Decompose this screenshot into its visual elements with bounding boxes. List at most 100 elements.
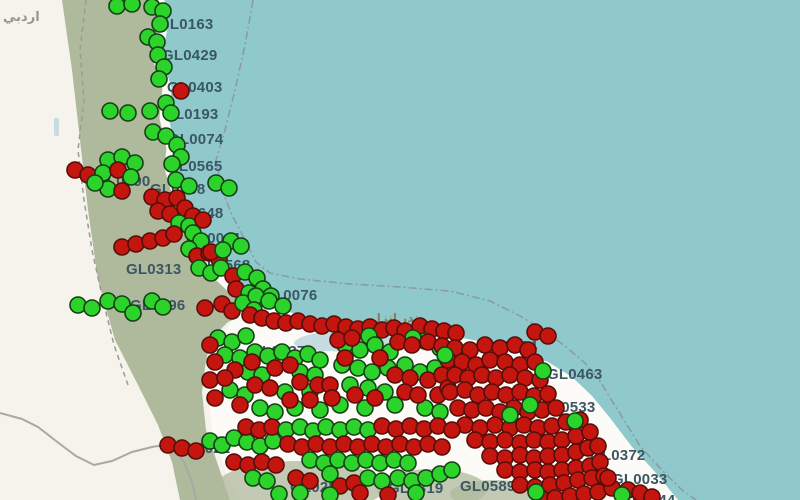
station-marker[interactable] <box>589 437 607 455</box>
station-marker[interactable] <box>270 485 288 500</box>
station-marker[interactable] <box>162 104 180 122</box>
station-marker[interactable] <box>363 363 381 381</box>
station-marker[interactable] <box>266 403 284 421</box>
station-marker[interactable] <box>403 336 421 354</box>
station-marker[interactable] <box>441 383 459 401</box>
station-marker[interactable] <box>539 385 557 403</box>
station-marker[interactable] <box>527 483 545 500</box>
station-marker[interactable] <box>323 389 341 407</box>
station-marker[interactable] <box>501 366 519 384</box>
station-marker[interactable] <box>154 298 172 316</box>
station-marker[interactable] <box>108 0 126 15</box>
station-marker[interactable] <box>231 396 249 414</box>
station-marker[interactable] <box>351 484 369 500</box>
station-marker[interactable] <box>566 412 584 430</box>
station-marker[interactable] <box>291 484 309 500</box>
station-marker[interactable] <box>251 399 269 417</box>
station-marker[interactable] <box>281 356 299 374</box>
station-marker[interactable] <box>214 241 232 259</box>
station-marker[interactable] <box>246 376 264 394</box>
station-marker[interactable] <box>346 386 364 404</box>
station-marker[interactable] <box>165 225 183 243</box>
station-marker[interactable] <box>274 297 292 315</box>
river-line <box>0 412 197 500</box>
station-marker[interactable] <box>336 349 354 367</box>
station-marker[interactable] <box>433 438 451 456</box>
station-marker[interactable] <box>371 349 389 367</box>
station-marker[interactable] <box>232 237 250 255</box>
station-marker[interactable] <box>291 373 309 391</box>
station-marker[interactable] <box>101 102 119 120</box>
station-marker[interactable] <box>407 484 425 500</box>
station-marker[interactable] <box>206 389 224 407</box>
station-marker[interactable] <box>539 327 557 345</box>
station-marker[interactable] <box>194 211 212 229</box>
station-marker[interactable] <box>546 489 564 500</box>
station-marker[interactable] <box>496 431 514 449</box>
station-marker[interactable] <box>163 155 181 173</box>
station-marker[interactable] <box>343 329 361 347</box>
station-marker[interactable] <box>301 391 319 409</box>
station-marker[interactable] <box>447 324 465 342</box>
station-marker[interactable] <box>436 346 454 364</box>
station-marker[interactable] <box>119 104 137 122</box>
station-marker[interactable] <box>258 472 276 490</box>
station-marker[interactable] <box>476 336 494 354</box>
station-marker[interactable] <box>379 486 397 500</box>
station-marker[interactable] <box>113 182 131 200</box>
station-marker[interactable] <box>141 102 159 120</box>
station-marker[interactable] <box>206 353 224 371</box>
station-marker[interactable] <box>534 362 552 380</box>
station-marker[interactable] <box>496 461 514 479</box>
station-marker[interactable] <box>281 391 299 409</box>
station-marker[interactable] <box>124 304 142 322</box>
station-marker[interactable] <box>172 82 190 100</box>
station-marker[interactable] <box>409 386 427 404</box>
station-marker[interactable] <box>187 442 205 460</box>
station-marker[interactable] <box>613 486 631 500</box>
station-marker[interactable] <box>481 351 499 369</box>
station-marker[interactable] <box>501 406 519 424</box>
station-marker[interactable] <box>321 486 339 500</box>
station-marker[interactable] <box>237 327 255 345</box>
station-marker[interactable] <box>386 366 404 384</box>
province-label: اردبي <box>3 9 40 24</box>
station-marker[interactable] <box>511 476 529 494</box>
station-marker[interactable] <box>547 399 565 417</box>
station-marker[interactable] <box>83 299 101 317</box>
station-marker[interactable] <box>599 469 617 487</box>
station-marker[interactable] <box>86 174 104 192</box>
station-marker[interactable] <box>481 447 499 465</box>
station-marker[interactable] <box>150 70 168 88</box>
station-marker[interactable] <box>212 259 230 277</box>
station-marker[interactable] <box>643 488 661 500</box>
station-marker[interactable] <box>122 168 140 186</box>
station-marker[interactable] <box>220 179 238 197</box>
station-marker[interactable] <box>267 456 285 474</box>
station-marker[interactable] <box>399 454 417 472</box>
station-marker[interactable] <box>243 353 261 371</box>
station-marker[interactable] <box>321 465 339 483</box>
maritime-boundary-line <box>215 0 697 500</box>
station-marker[interactable] <box>521 396 539 414</box>
station-marker[interactable] <box>201 336 219 354</box>
station-marker[interactable] <box>443 421 461 439</box>
station-marker[interactable] <box>366 389 384 407</box>
station-marker[interactable] <box>261 379 279 397</box>
station-marker[interactable] <box>216 369 234 387</box>
station-marker[interactable] <box>443 461 461 479</box>
station-label: GL0429 <box>162 47 217 64</box>
station-marker[interactable] <box>301 472 319 490</box>
station-marker[interactable] <box>196 299 214 317</box>
station-marker[interactable] <box>151 15 169 33</box>
station-marker[interactable] <box>180 177 198 195</box>
station-marker[interactable] <box>201 371 219 389</box>
station-marker[interactable] <box>266 359 284 377</box>
station-marker[interactable] <box>311 351 329 369</box>
station-marker[interactable] <box>466 431 484 449</box>
station-marker[interactable] <box>386 396 404 414</box>
station-marker[interactable] <box>486 416 504 434</box>
station-marker[interactable] <box>123 0 141 13</box>
